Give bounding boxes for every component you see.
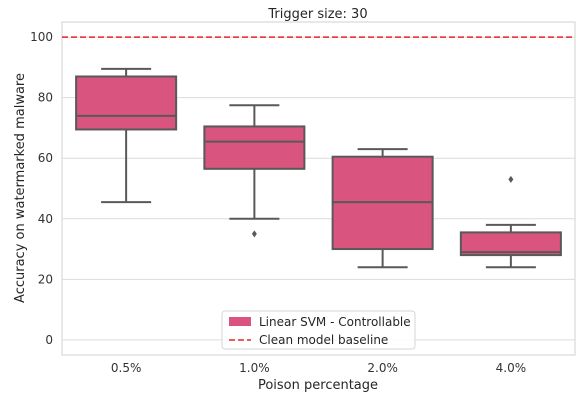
y-tick-label: 40	[38, 212, 53, 226]
y-tick-label: 80	[38, 91, 53, 105]
x-axis-label: Poison percentage	[258, 378, 378, 393]
y-tick-label: 100	[30, 30, 53, 44]
legend-frame	[221, 310, 416, 350]
box	[75, 75, 178, 131]
y-tick-label: 20	[38, 272, 53, 286]
legend-swatch-series	[229, 317, 251, 326]
y-axis-label: Accuracy on watermarked malware	[13, 73, 28, 303]
box	[459, 231, 562, 257]
legend: Linear SVM - Controllable Clean model bas…	[221, 310, 416, 350]
box	[203, 125, 306, 170]
chart-title: Trigger size: 30	[267, 7, 367, 22]
plot-area: 0 20 40 60 80 100 0.5% 1.0% 2.0% 4.0%	[30, 21, 576, 375]
outlier-point	[251, 230, 257, 238]
plot-frame	[61, 21, 576, 356]
outlier-point	[508, 175, 514, 183]
x-tick-label: 4.0%	[496, 361, 527, 375]
y-tick-label: 0	[45, 333, 53, 347]
legend-label-baseline: Clean model baseline	[259, 333, 388, 347]
legend-label-series: Linear SVM - Controllable	[259, 315, 411, 329]
y-tick-label: 60	[38, 151, 53, 165]
x-tick-label: 2.0%	[367, 361, 398, 375]
x-tick-label: 1.0%	[239, 361, 270, 375]
x-tick-label: 0.5%	[111, 361, 142, 375]
